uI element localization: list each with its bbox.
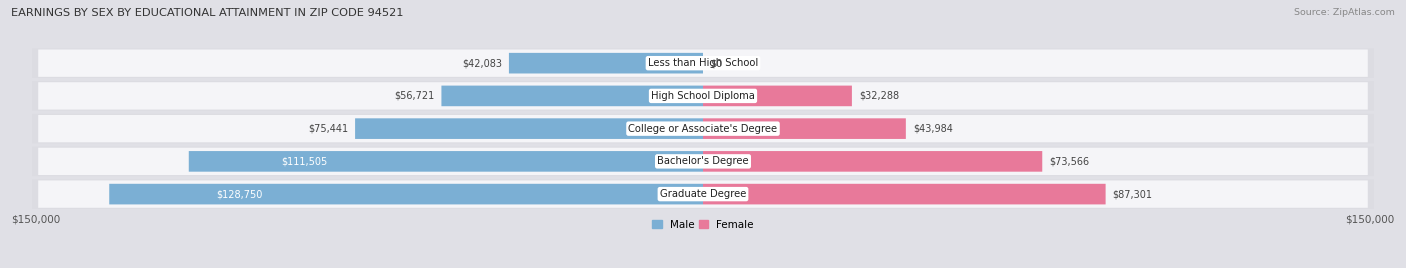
FancyBboxPatch shape [110,184,703,204]
FancyBboxPatch shape [703,85,852,106]
Text: $150,000: $150,000 [1346,214,1395,224]
FancyBboxPatch shape [703,151,1042,172]
FancyBboxPatch shape [38,50,1368,77]
Text: $32,288: $32,288 [859,91,898,101]
Text: $56,721: $56,721 [394,91,434,101]
FancyBboxPatch shape [38,180,1368,208]
FancyBboxPatch shape [38,148,1368,175]
Text: Bachelor's Degree: Bachelor's Degree [657,156,749,166]
Text: $42,083: $42,083 [463,58,502,68]
Text: $43,984: $43,984 [912,124,953,134]
FancyBboxPatch shape [32,81,1374,111]
FancyBboxPatch shape [703,118,905,139]
Text: Source: ZipAtlas.com: Source: ZipAtlas.com [1294,8,1395,17]
FancyBboxPatch shape [32,49,1374,78]
Text: High School Diploma: High School Diploma [651,91,755,101]
Legend: Male, Female: Male, Female [652,220,754,230]
Text: $111,505: $111,505 [281,156,328,166]
Text: $150,000: $150,000 [11,214,60,224]
FancyBboxPatch shape [509,53,703,73]
FancyBboxPatch shape [38,115,1368,142]
Text: $87,301: $87,301 [1112,189,1153,199]
FancyBboxPatch shape [32,114,1374,143]
Text: $0: $0 [710,58,723,68]
Text: $73,566: $73,566 [1049,156,1090,166]
Text: EARNINGS BY SEX BY EDUCATIONAL ATTAINMENT IN ZIP CODE 94521: EARNINGS BY SEX BY EDUCATIONAL ATTAINMEN… [11,8,404,18]
Text: $128,750: $128,750 [217,189,263,199]
Text: College or Associate's Degree: College or Associate's Degree [628,124,778,134]
FancyBboxPatch shape [32,147,1374,176]
FancyBboxPatch shape [703,184,1105,204]
FancyBboxPatch shape [32,179,1374,209]
FancyBboxPatch shape [356,118,703,139]
Text: Graduate Degree: Graduate Degree [659,189,747,199]
Text: $75,441: $75,441 [308,124,349,134]
FancyBboxPatch shape [38,82,1368,110]
FancyBboxPatch shape [188,151,703,172]
Text: Less than High School: Less than High School [648,58,758,68]
FancyBboxPatch shape [441,85,703,106]
